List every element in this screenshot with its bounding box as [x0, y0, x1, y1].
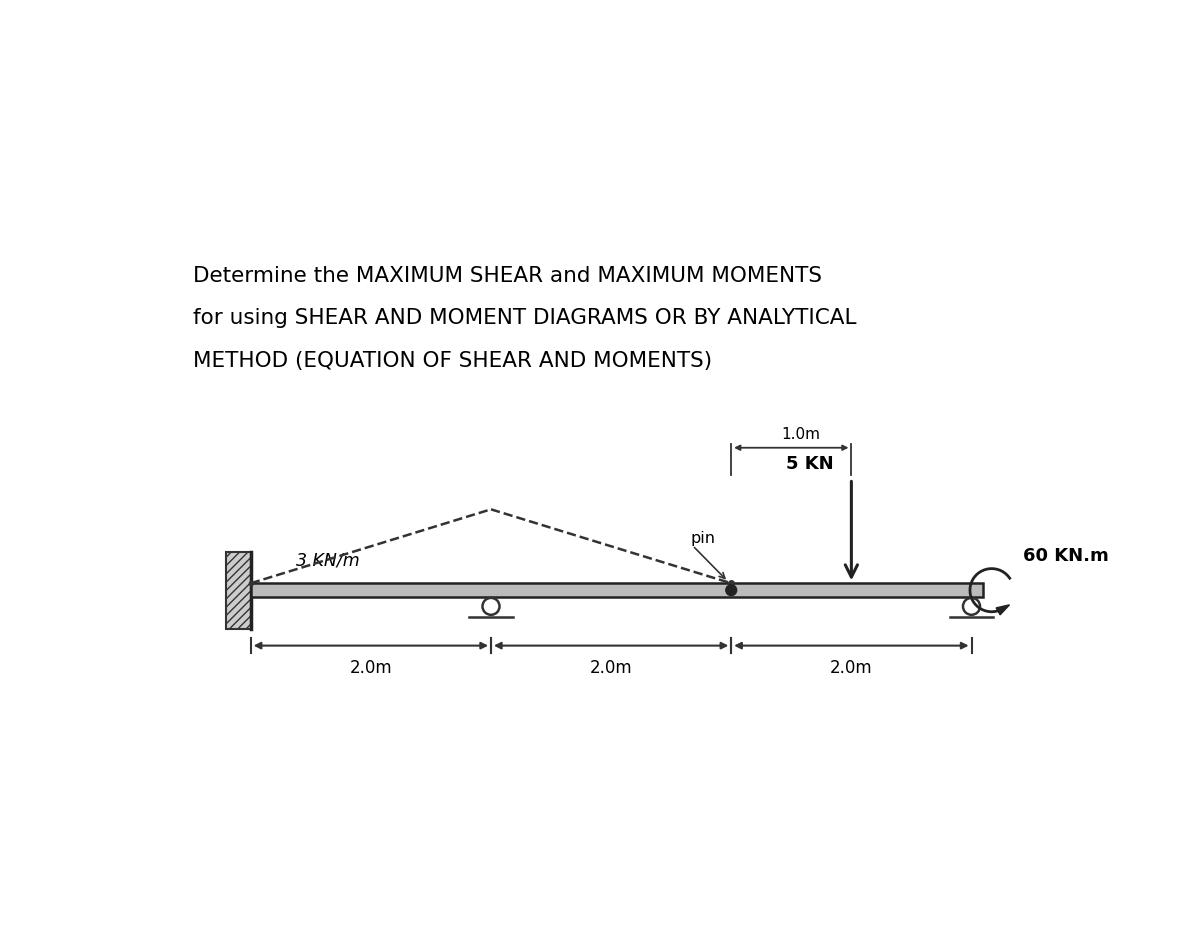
- Text: 5 KN: 5 KN: [786, 455, 833, 473]
- Circle shape: [962, 598, 980, 615]
- Text: 2.0m: 2.0m: [590, 659, 632, 678]
- Text: 60 KN.m: 60 KN.m: [1022, 547, 1109, 565]
- Circle shape: [482, 598, 499, 615]
- Text: 2.0m: 2.0m: [830, 659, 872, 678]
- Text: pin: pin: [690, 530, 715, 545]
- Text: for using SHEAR AND MOMENT DIAGRAMS OR BY ANALYTICAL: for using SHEAR AND MOMENT DIAGRAMS OR B…: [193, 309, 856, 328]
- Text: Determine the MAXIMUM SHEAR and MAXIMUM MOMENTS: Determine the MAXIMUM SHEAR and MAXIMUM …: [193, 266, 822, 286]
- Text: 1.0m: 1.0m: [781, 426, 820, 441]
- Polygon shape: [996, 604, 1009, 615]
- Bar: [226, 552, 251, 629]
- Circle shape: [726, 585, 737, 595]
- Text: 3 KN/m: 3 KN/m: [296, 552, 360, 570]
- Text: 2.0m: 2.0m: [349, 659, 392, 678]
- Bar: [251, 583, 983, 597]
- Text: METHOD (EQUATION OF SHEAR AND MOMENTS): METHOD (EQUATION OF SHEAR AND MOMENTS): [193, 350, 712, 371]
